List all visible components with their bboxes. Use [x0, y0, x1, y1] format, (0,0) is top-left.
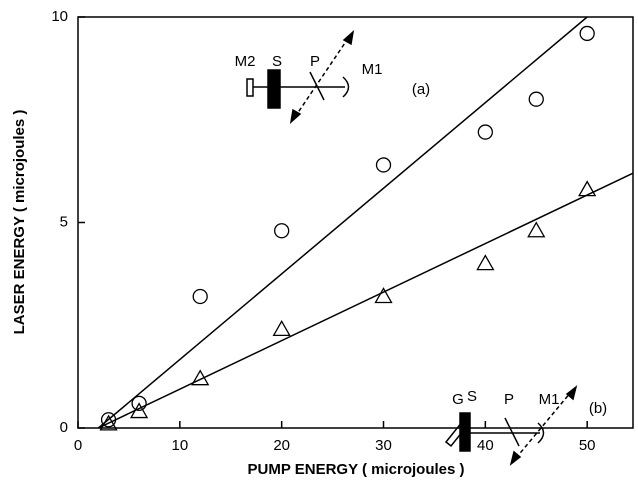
data-point: [476, 254, 495, 271]
plot-frame: [77, 16, 634, 429]
x-tick-label: 20: [273, 437, 290, 454]
y-axis-label: LASER ENERGY ( microjoules ): [11, 110, 28, 335]
data-point: [579, 25, 595, 42]
data-point: [374, 287, 393, 304]
fit-line: [97, 16, 588, 429]
y-tick-label: 0: [60, 419, 68, 436]
data-point: [375, 157, 392, 173]
data-point: [191, 369, 210, 386]
data-point: [578, 180, 597, 197]
fit-line: [98, 172, 634, 429]
data-point: [100, 412, 117, 428]
data-point: [129, 402, 149, 419]
y-tick-label: 5: [60, 213, 68, 230]
series-label: (b): [589, 400, 607, 417]
data-point: [477, 124, 493, 140]
inset-label: S: [467, 388, 477, 405]
x-tick-label: 0: [74, 437, 82, 454]
data-point: [192, 288, 208, 305]
data-point: [528, 91, 544, 107]
data-point: [527, 221, 546, 238]
inset-label: G: [452, 391, 464, 408]
inset-b: [444, 385, 578, 466]
inset-label: P: [504, 391, 514, 408]
inset-label: M1: [362, 61, 383, 78]
series-label: (a): [412, 81, 430, 98]
x-tick-label: 50: [579, 437, 596, 454]
x-tick-label: 10: [171, 437, 188, 454]
x-tick-label: 30: [375, 437, 392, 454]
inset-label: M1: [539, 391, 560, 408]
x-axis-label: PUMP ENERGY ( microjoules ): [248, 461, 465, 478]
inset-a: [246, 30, 355, 124]
data-point: [272, 320, 291, 337]
data-point: [274, 223, 290, 239]
inset-label: P: [310, 53, 320, 70]
inset-label: S: [272, 53, 282, 70]
y-tick-label: 10: [51, 8, 68, 25]
x-tick-label: 40: [477, 437, 494, 454]
inset-label: M2: [235, 53, 256, 70]
data-point: [131, 395, 147, 411]
data-point: [99, 414, 118, 431]
